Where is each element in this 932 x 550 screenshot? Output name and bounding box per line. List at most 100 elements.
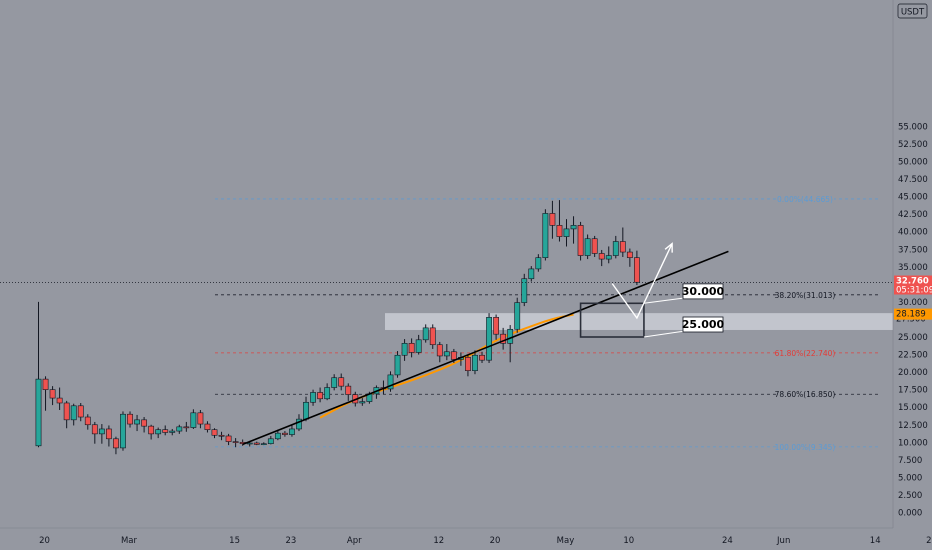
- price-tick: 2.500: [898, 491, 922, 501]
- candle-body: [49, 389, 56, 399]
- candle: [77, 402, 84, 422]
- candle: [542, 209, 549, 261]
- candle: [267, 435, 274, 445]
- candle-body: [274, 432, 281, 440]
- candle-body: [422, 327, 429, 341]
- candle-body: [91, 424, 98, 435]
- price-tick: 42.500: [898, 210, 928, 220]
- candle: [106, 425, 112, 447]
- candle: [591, 235, 598, 257]
- candle: [260, 442, 267, 446]
- callout-25-pointer: [643, 330, 686, 338]
- candle-body: [310, 392, 316, 403]
- candle-body: [479, 354, 485, 361]
- candle-body: [35, 378, 42, 447]
- candle: [120, 411, 126, 451]
- trendline[interactable]: [242, 250, 729, 446]
- callout-25[interactable]: 25.000: [643, 316, 725, 338]
- candle: [281, 431, 288, 437]
- candle-body: [204, 423, 211, 430]
- candle-body: [507, 328, 514, 344]
- candle-body: [134, 419, 140, 425]
- candle-body: [598, 253, 605, 260]
- candle: [183, 421, 190, 432]
- projection-path: [611, 243, 673, 320]
- candle-body: [429, 327, 436, 346]
- time-axis-background: [0, 528, 893, 550]
- ascending-trendline: [242, 250, 729, 446]
- candle: [134, 414, 140, 432]
- time-tick: 14: [870, 536, 881, 546]
- candle: [148, 424, 155, 440]
- fib-level-label: 0.00%(44.665): [777, 195, 833, 204]
- candle: [35, 301, 42, 448]
- candle-body: [633, 257, 640, 283]
- candle-body: [338, 377, 345, 387]
- candle: [521, 273, 528, 307]
- price-tick: 17.500: [898, 386, 928, 396]
- candle-body: [500, 333, 507, 344]
- candle: [528, 266, 535, 282]
- candle: [626, 248, 633, 267]
- candle: [359, 398, 366, 406]
- time-tick: 22: [926, 536, 932, 546]
- candle: [479, 351, 485, 363]
- candle-body: [148, 425, 155, 435]
- candle-body: [324, 387, 331, 400]
- candle: [310, 389, 316, 406]
- price-tick: 5.000: [898, 473, 922, 483]
- candle: [63, 400, 70, 429]
- time-tick: 20: [490, 536, 501, 546]
- candle: [465, 354, 471, 377]
- candle-body: [218, 434, 225, 437]
- candle: [176, 424, 183, 434]
- candle-body: [303, 401, 309, 420]
- candle-body: [584, 238, 591, 256]
- candle: [556, 200, 563, 242]
- candle-body: [155, 429, 162, 435]
- candle-body: [626, 251, 633, 258]
- price-tick: 20.000: [898, 368, 928, 378]
- callout-25-label: 25.000: [682, 318, 725, 331]
- candle: [324, 383, 331, 401]
- candle-body: [563, 228, 570, 237]
- candle-body: [176, 426, 183, 432]
- price-axis[interactable]: 55.000 52.500 50.000 47.500 45.000 42.500 40.0…: [892, 0, 932, 550]
- time-axis[interactable]: 20 Mar 15 23 Apr 12 20 May 10 24 Jun 14 22: [0, 527, 932, 550]
- fib-level-label: 100.00%(9.345): [775, 443, 836, 452]
- price-tick: 0.000: [898, 509, 922, 519]
- candle: [429, 324, 436, 349]
- candle: [289, 425, 295, 437]
- candle: [605, 246, 612, 264]
- candle-body: [98, 428, 105, 435]
- candle: [387, 371, 394, 392]
- candle-body: [486, 317, 492, 361]
- candle: [584, 234, 591, 260]
- price-tick: 15.000: [898, 403, 928, 413]
- candle-body: [465, 357, 471, 371]
- plot-background: [0, 0, 893, 528]
- ma-price-badge: 28.189: [894, 308, 932, 320]
- candle-body: [345, 385, 352, 395]
- candle-body: [591, 238, 598, 254]
- candle: [415, 334, 422, 355]
- candle: [204, 421, 211, 433]
- callout-30[interactable]: 30.000: [643, 283, 725, 304]
- candle-body: [521, 278, 528, 303]
- support-zone-rect: [385, 313, 893, 330]
- candle-body: [169, 430, 176, 433]
- fib-label-bg: [776, 441, 834, 452]
- candle: [443, 344, 450, 361]
- candle: [91, 421, 98, 444]
- candle: [472, 350, 478, 375]
- annotations[interactable]: 30.000 25.000: [579, 242, 725, 338]
- time-tick: 23: [285, 536, 296, 546]
- candle-body: [267, 438, 274, 445]
- time-tick: May: [557, 536, 575, 546]
- currency-badge[interactable]: [897, 3, 928, 19]
- candle-body: [77, 405, 84, 418]
- support-zone[interactable]: [385, 313, 893, 330]
- price-tick: 25.000: [898, 333, 928, 343]
